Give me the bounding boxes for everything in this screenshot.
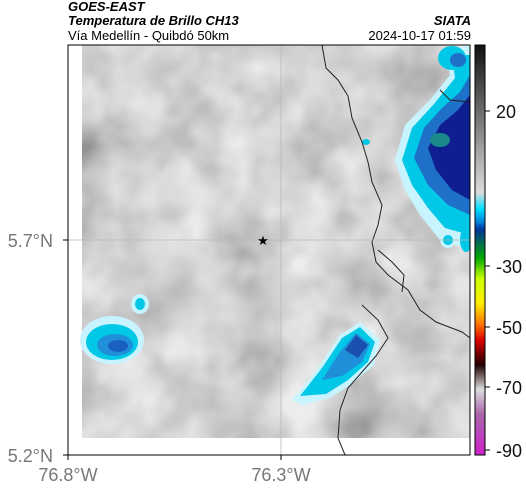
- source-title: GOES-EAST: [68, 0, 145, 14]
- colorbar-gradient: [474, 44, 486, 456]
- grid-lines: [68, 45, 470, 455]
- region-title: Vía Medellín - Quibdó 50km: [68, 28, 230, 43]
- y-tick-label-1: 5.2°N: [8, 446, 53, 466]
- colorbar-tick-minus50: -50: [496, 318, 522, 338]
- product-title: Temperatura de Brillo CH13: [68, 13, 239, 28]
- timestamp-label: 2024-10-17 01:59: [368, 28, 471, 43]
- y-tick-label-0: 5.7°N: [8, 231, 53, 251]
- organization-label: SIATA: [433, 13, 471, 28]
- plot-frame: [67, 44, 471, 456]
- colorbar-tick-20: 20: [496, 102, 516, 122]
- x-tick-label-0: 76.8°W: [38, 465, 97, 485]
- colorbar-tick-minus90: -90: [496, 441, 522, 461]
- cold-cloud-south: [292, 322, 380, 405]
- axis-ticks: [63, 239, 282, 460]
- colorbar: 20 -30 -50 -70 -90: [474, 44, 522, 461]
- border-lines: [321, 45, 470, 455]
- x-tick-label-1: 76.3°W: [251, 465, 310, 485]
- star-marker: ★: [257, 233, 269, 248]
- cloud-texture: [82, 45, 470, 438]
- colorbar-tick-minus70: -70: [496, 378, 522, 398]
- colorbar-tick-minus30: -30: [496, 257, 522, 277]
- cold-cloud-left: [80, 294, 149, 364]
- imagery-layer: ★: [68, 45, 470, 455]
